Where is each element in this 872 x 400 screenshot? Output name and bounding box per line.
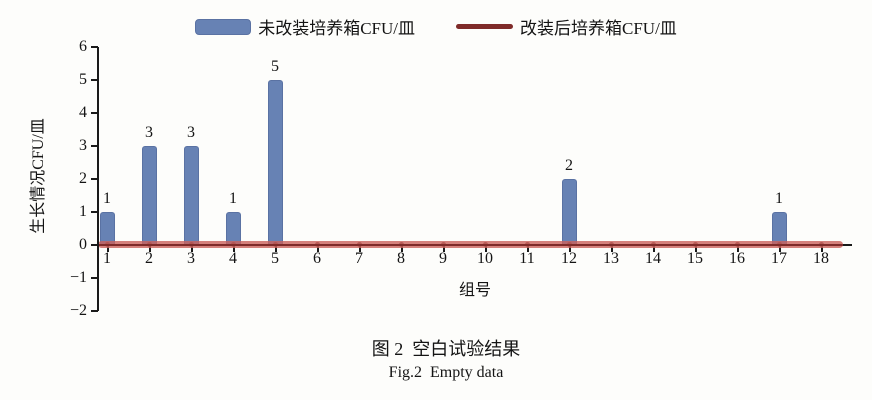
y-axis-title: 生长情况CFU/皿 bbox=[30, 118, 47, 234]
y-axis-tick-label-1: 1 bbox=[79, 203, 87, 220]
x-axis-tick-1 bbox=[107, 246, 109, 252]
bar-data-label-2: 3 bbox=[145, 124, 153, 141]
y-axis-line bbox=[97, 47, 99, 311]
bar-data-label-5: 5 bbox=[271, 58, 279, 75]
legend-label-line-series: 改装后培养箱CFU/皿 bbox=[520, 19, 677, 38]
y-axis-tick-label-6: 6 bbox=[79, 38, 87, 55]
x-axis-tick-label-18: 18 bbox=[813, 250, 829, 267]
x-axis-tick-9 bbox=[443, 246, 445, 252]
x-axis-tick-4 bbox=[233, 246, 235, 252]
y-axis-tick-label-3: 3 bbox=[79, 137, 87, 154]
bar-group-17 bbox=[771, 212, 787, 245]
bar-group-1 bbox=[99, 212, 115, 245]
bar-group-2 bbox=[141, 146, 157, 245]
x-axis-tick-label-4: 4 bbox=[229, 250, 237, 267]
x-axis-tick-label-3: 3 bbox=[187, 250, 195, 267]
y-axis-tick-6 bbox=[91, 46, 98, 48]
legend-label-bar-series: 未改装培养箱CFU/皿 bbox=[258, 19, 415, 38]
y-axis-tick-−1 bbox=[91, 277, 98, 279]
x-axis-tick-label-13: 13 bbox=[603, 250, 619, 267]
x-axis-tick-3 bbox=[191, 246, 193, 252]
bar-data-label-3: 3 bbox=[187, 124, 195, 141]
y-axis-tick-label-0: 0 bbox=[79, 236, 87, 253]
y-axis-tick-2 bbox=[91, 178, 98, 180]
bar-group-4 bbox=[225, 212, 241, 245]
x-axis-title: 组号 bbox=[458, 282, 491, 299]
x-axis-tick-12 bbox=[569, 246, 571, 252]
y-axis-tick-label-−2: −2 bbox=[69, 302, 87, 319]
bar-data-label-12: 2 bbox=[565, 157, 573, 174]
x-axis-tick-label-1: 1 bbox=[103, 250, 111, 267]
x-axis-tick-label-15: 15 bbox=[687, 250, 703, 267]
x-axis-tick-label-9: 9 bbox=[439, 250, 447, 267]
x-axis-tick-label-12: 12 bbox=[561, 250, 577, 267]
bar-series-swatch-icon bbox=[195, 18, 252, 35]
x-axis-tick-16 bbox=[737, 246, 739, 252]
x-axis-tick-label-17: 17 bbox=[771, 250, 787, 267]
y-axis-tick-−2 bbox=[91, 310, 98, 312]
y-axis-tick-4 bbox=[91, 112, 98, 114]
bar-group-12 bbox=[561, 179, 577, 245]
x-axis-tick-5 bbox=[275, 246, 277, 252]
caption-chinese: 图 2 空白试验结果 bbox=[371, 339, 521, 359]
bar-data-label-17: 1 bbox=[775, 190, 783, 207]
y-axis-tick-label-2: 2 bbox=[79, 170, 87, 187]
line-series-core bbox=[98, 243, 843, 246]
y-axis-tick-0 bbox=[91, 244, 98, 246]
x-axis-tick-label-5: 5 bbox=[271, 250, 279, 267]
x-axis-tick-6 bbox=[317, 246, 319, 252]
x-axis-tick-label-10: 10 bbox=[477, 250, 493, 267]
caption-english: Fig.2 Empty data bbox=[388, 364, 504, 381]
bar-group-3 bbox=[183, 146, 199, 245]
x-axis-tick-label-14: 14 bbox=[645, 250, 661, 267]
x-axis-tick-2 bbox=[149, 246, 151, 252]
y-axis-tick-5 bbox=[91, 79, 98, 81]
y-axis-tick-1 bbox=[91, 211, 98, 213]
x-axis-tick-label-11: 11 bbox=[519, 250, 535, 267]
x-axis-tick-11 bbox=[527, 246, 529, 252]
chart-legend: 未改装培养箱CFU/皿 改装后培养箱CFU/皿 bbox=[0, 14, 872, 39]
x-axis-tick-label-8: 8 bbox=[397, 250, 405, 267]
x-axis-tick-label-6: 6 bbox=[313, 250, 321, 267]
line-series-swatch-icon bbox=[456, 24, 513, 29]
y-axis-tick-3 bbox=[91, 145, 98, 147]
x-axis-tick-13 bbox=[611, 246, 613, 252]
x-axis-tick-18 bbox=[821, 246, 823, 252]
y-axis-tick-label-5: 5 bbox=[79, 71, 87, 88]
x-axis-tick-17 bbox=[779, 246, 781, 252]
x-axis-tick-label-7: 7 bbox=[355, 250, 363, 267]
bar-data-label-1: 1 bbox=[103, 190, 111, 207]
x-axis-tick-7 bbox=[359, 246, 361, 252]
x-axis-tick-8 bbox=[401, 246, 403, 252]
y-axis-tick-label-−1: −1 bbox=[69, 269, 87, 286]
x-axis-tick-14 bbox=[653, 246, 655, 252]
bar-data-label-4: 1 bbox=[229, 190, 237, 207]
x-axis-tick-10 bbox=[485, 246, 487, 252]
legend-item-line-series: 改装后培养箱CFU/皿 bbox=[456, 14, 677, 39]
y-axis-tick-label-4: 4 bbox=[79, 104, 87, 121]
x-axis-tick-15 bbox=[695, 246, 697, 252]
x-axis-tick-label-16: 16 bbox=[729, 250, 745, 267]
plot-area: 1 3 3 1 5 2 1 6 5 4 3 2 1 0 −1 −2 1 2 3 4 5 6 7 8 9 10 11 12 13 14 15 1… bbox=[69, 38, 852, 319]
x-axis-tick-label-2: 2 bbox=[145, 250, 153, 267]
bar-group-5 bbox=[267, 80, 283, 245]
legend-item-bar-series: 未改装培养箱CFU/皿 bbox=[195, 14, 415, 39]
